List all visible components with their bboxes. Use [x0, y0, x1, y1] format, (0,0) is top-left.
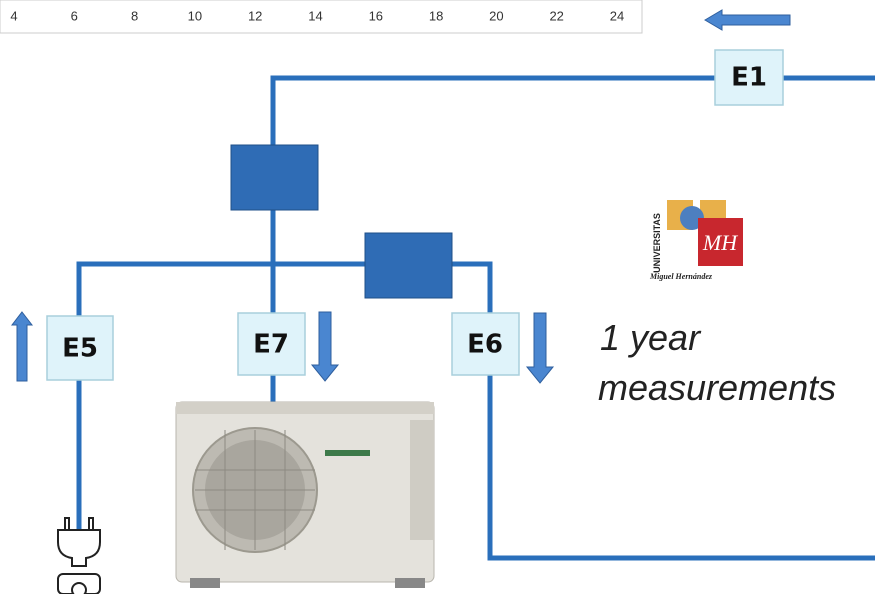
junction-box: [364, 232, 453, 299]
axis-tick-label: 12: [248, 8, 262, 23]
meter-box: [46, 315, 114, 381]
axis-tick-label: 16: [369, 8, 383, 23]
axis-tick-label: 14: [308, 8, 322, 23]
axis-tick-label: 4: [10, 8, 17, 23]
axis-tick-label: 8: [131, 8, 138, 23]
meter-label: E1: [731, 63, 767, 93]
arrow-down: [525, 312, 555, 384]
axis-tick-label: 18: [429, 8, 443, 23]
axis-tick-label: 6: [71, 8, 78, 23]
caption: measurements: [598, 367, 836, 408]
svg-text:MH: MH: [702, 230, 738, 255]
outdoor-unit: [175, 401, 435, 588]
meter-box: [451, 312, 520, 376]
arrow-down: [310, 311, 340, 382]
arrow-up: [10, 311, 34, 382]
junction-box: [230, 144, 319, 211]
axis-strip: [0, 0, 643, 34]
caption: 1 year: [600, 317, 702, 358]
plug-icon: [57, 517, 101, 594]
meter-label: E5: [62, 334, 98, 364]
axis-tick-label: 10: [188, 8, 202, 23]
axis-tick-label: 24: [610, 8, 624, 23]
axis-tick-label: 22: [549, 8, 563, 23]
meter-box: [237, 312, 306, 376]
logo-text: Miguel Hernández: [649, 272, 713, 281]
arrow-left: [704, 9, 791, 31]
university-logo: MH UNIVERSITAS Miguel Hernández: [649, 200, 743, 281]
meter-label: E6: [467, 330, 503, 360]
meter-box: [714, 49, 784, 106]
logo-text: UNIVERSITAS: [652, 213, 662, 273]
pipe-main: [270, 75, 875, 402]
axis-ticks: 4 6 8 10 12 14 16 18 20 22 24: [10, 8, 624, 23]
meter-label: E7: [253, 330, 289, 360]
axis-tick-label: 20: [489, 8, 503, 23]
